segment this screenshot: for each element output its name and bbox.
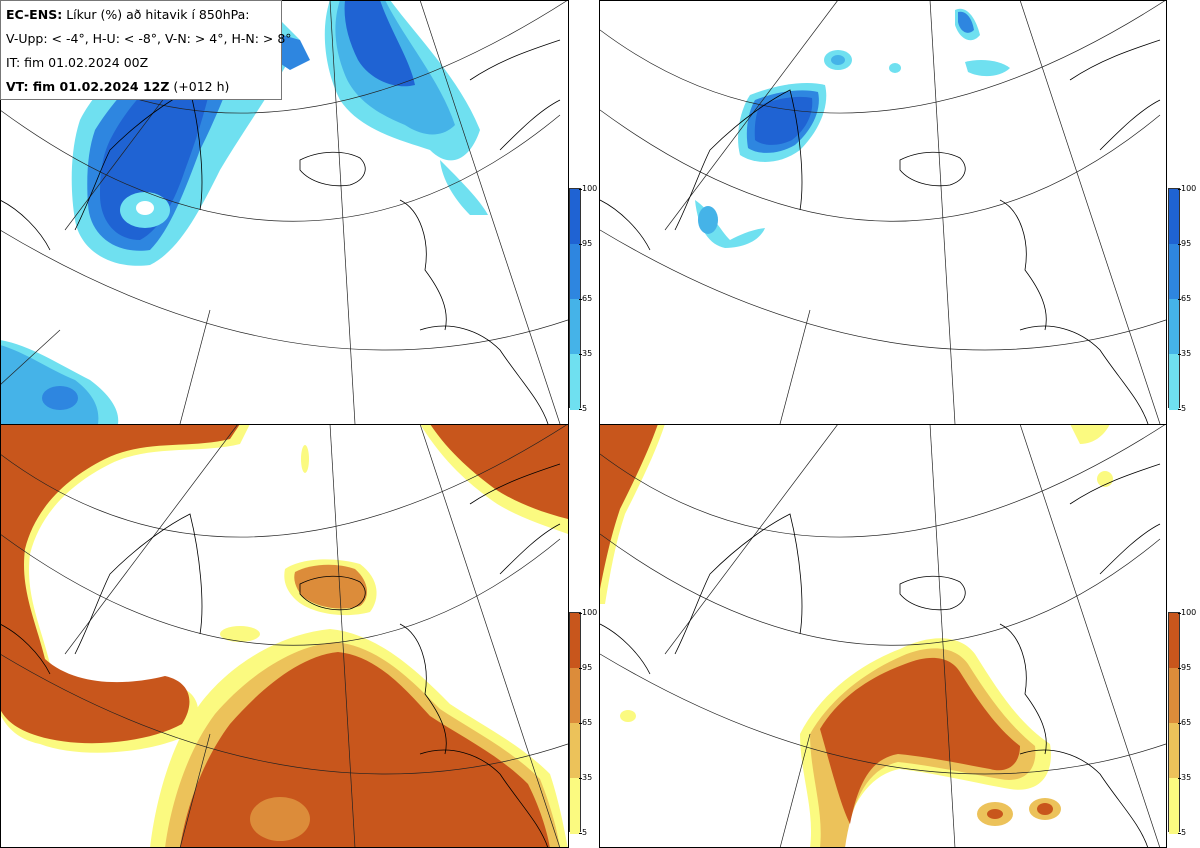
colorbar-tick-label: 5 — [1177, 828, 1187, 837]
colorbar-tick-label: 35 — [1177, 773, 1192, 782]
warm-prob-map-8 — [600, 424, 1166, 848]
colorbar-segment — [570, 668, 580, 724]
colorbar-segment — [570, 189, 580, 245]
info-title-row: EC-ENS: Líkur (%) að hitavik í 850hPa: — [6, 5, 276, 29]
issue-time: IT: fim 01.02.2024 00Z — [6, 55, 149, 70]
prob-field — [695, 8, 1010, 248]
warm-prob-map-4 — [0, 424, 568, 848]
colorbar-tick-label: 65 — [578, 294, 593, 303]
graticule — [0, 424, 568, 848]
map-panel-bottom-right — [600, 424, 1166, 848]
colorbar-segment — [1169, 244, 1179, 300]
map-panel-bottom-left — [0, 424, 568, 848]
ens-label: EC-ENS: — [6, 7, 63, 22]
colorbar-tick-label: 95 — [1177, 663, 1192, 672]
colorbar-warm-bottom-left: 100 95 65 35 5 — [569, 609, 597, 837]
colorbar-segment — [1169, 189, 1179, 245]
colorbar-tick-label: 35 — [578, 773, 593, 782]
info-box: EC-ENS: Líkur (%) að hitavik í 850hPa: V… — [0, 0, 292, 101]
colorbar-tick-label: 95 — [1177, 239, 1192, 248]
colorbar-tick-label: 95 — [578, 663, 593, 672]
colorbar-cold-top-left: 100 95 65 35 5 — [569, 185, 597, 413]
colorbar-segment — [1169, 668, 1179, 724]
colorbar-tick-label: 100 — [578, 184, 598, 193]
valid-time-row: VT: fim 01.02.2024 12Z (+012 h) — [6, 77, 276, 101]
colorbar-tick-label: 95 — [578, 239, 593, 248]
coastlines — [0, 463, 561, 848]
prob-field — [600, 424, 1113, 848]
colorbar-tick-label: 35 — [1177, 349, 1192, 358]
colorbar-tick-label: 5 — [578, 828, 588, 837]
colorbar-segment — [1169, 778, 1179, 834]
coastlines — [600, 39, 1161, 424]
colorbar-segment — [570, 778, 580, 834]
colorbar-tick-label: 5 — [1177, 404, 1187, 413]
thresholds-text: V-Upp: < -4°, H-U: < -8°, V-N: > 4°, H-N… — [6, 31, 292, 46]
colorbar-segment — [570, 354, 580, 410]
colorbar-segment — [1169, 723, 1179, 779]
valid-time: VT: fim 01.02.2024 12Z — [6, 79, 170, 94]
colorbar-cold-top-right: 100 95 65 35 5 — [1168, 185, 1196, 413]
lead-time: (+012 h) — [173, 79, 230, 94]
colorbar-tick-label: 65 — [578, 718, 593, 727]
colorbar-tick-label: 100 — [578, 608, 598, 617]
map-panel-top-right — [600, 0, 1166, 424]
prob-field — [0, 424, 568, 848]
colorbar-tick-label: 35 — [578, 349, 593, 358]
colorbar-segment — [570, 613, 580, 669]
info-title: Líkur (%) að hitavik í 850hPa: — [66, 7, 250, 22]
colorbar-segment — [1169, 299, 1179, 355]
colorbar-tick-label: 100 — [1177, 608, 1197, 617]
colorbar-warm-bottom-right: 100 95 65 35 5 — [1168, 609, 1196, 837]
colorbar-tick-label: 100 — [1177, 184, 1197, 193]
cold-prob-map-8 — [600, 0, 1166, 424]
prob-field — [0, 0, 488, 424]
colorbar-tick-label: 65 — [1177, 294, 1192, 303]
colorbar-tick-label: 5 — [578, 404, 588, 413]
colorbar-segment — [570, 299, 580, 355]
coastlines — [0, 39, 561, 424]
colorbar-segment — [1169, 354, 1179, 410]
colorbar-segment — [570, 723, 580, 779]
graticule — [600, 424, 1166, 848]
graticule — [600, 0, 1166, 424]
coastlines — [600, 463, 1161, 848]
colorbar-tick-label: 65 — [1177, 718, 1192, 727]
colorbar-segment — [570, 244, 580, 300]
colorbar-segment — [1169, 613, 1179, 669]
